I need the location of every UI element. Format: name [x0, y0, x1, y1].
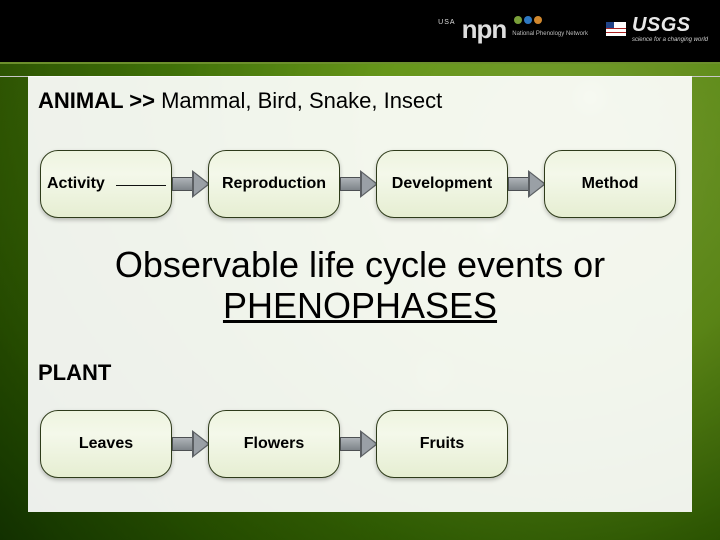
- rule-green: [0, 62, 720, 64]
- arrow-icon: [172, 430, 208, 458]
- center-title-line2: PHENOPHASES: [223, 285, 497, 326]
- animal-heading-strong: ANIMAL >>: [38, 88, 155, 113]
- node-flowers: Flowers: [208, 410, 340, 478]
- npn-logo: USA npn National Phenology Network: [438, 16, 588, 42]
- node-label: Leaves: [73, 435, 139, 453]
- row-animal: Activity Reproduction Development Method: [40, 150, 680, 218]
- slide-stage: USA npn National Phenology Network USGS …: [0, 0, 720, 540]
- npn-dot-3: [534, 16, 542, 24]
- row-plant: Leaves Flowers Fruits: [40, 410, 680, 478]
- usgs-subtext: science for a changing world: [632, 37, 708, 43]
- arrow-icon: [508, 170, 544, 198]
- node-label: Reproduction: [216, 175, 332, 193]
- usgs-text: USGS: [632, 14, 691, 37]
- arrow-icon: [340, 170, 376, 198]
- node-label: Method: [576, 175, 645, 193]
- center-title-line1: Observable life cycle events or: [115, 244, 605, 285]
- node-reproduction: Reproduction: [208, 150, 340, 218]
- node-label: Flowers: [238, 435, 310, 453]
- npn-text: npn: [462, 16, 507, 42]
- npn-subtext: National Phenology Network: [512, 31, 588, 37]
- node-label: Activity: [41, 175, 111, 193]
- usgs-logo: USGS science for a changing world: [606, 14, 708, 43]
- node-leaves: Leaves: [40, 410, 172, 478]
- animal-heading: ANIMAL >> Mammal, Bird, Snake, Insect: [38, 88, 442, 114]
- plant-heading: PLANT: [38, 360, 111, 386]
- activity-underline: [116, 185, 166, 186]
- node-label: Development: [386, 175, 498, 193]
- npn-usa-text: USA: [438, 19, 455, 26]
- usgs-flag-icon: [606, 22, 626, 36]
- node-method: Method: [544, 150, 676, 218]
- node-activity: Activity: [40, 150, 172, 218]
- logo-row: USA npn National Phenology Network USGS …: [438, 14, 708, 43]
- node-fruits: Fruits: [376, 410, 508, 478]
- node-development: Development: [376, 150, 508, 218]
- npn-dot-2: [524, 16, 532, 24]
- npn-dots: [514, 16, 542, 24]
- center-title: Observable life cycle events or PHENOPHA…: [36, 244, 684, 327]
- npn-dot-1: [514, 16, 522, 24]
- node-label: Fruits: [414, 435, 470, 453]
- arrow-icon: [340, 430, 376, 458]
- animal-heading-rest: Mammal, Bird, Snake, Insect: [155, 88, 442, 113]
- arrow-icon: [172, 170, 208, 198]
